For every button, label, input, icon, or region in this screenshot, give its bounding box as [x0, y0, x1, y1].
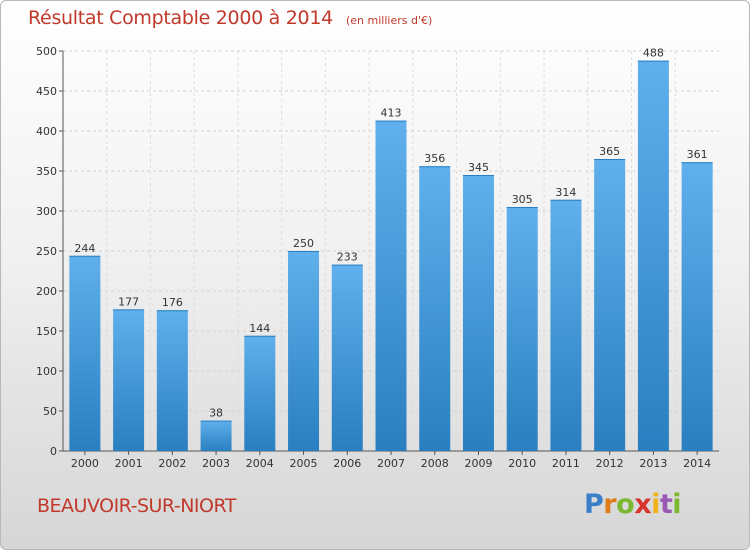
bar [200, 420, 232, 451]
data-label: 413 [381, 107, 402, 120]
x-tick-label: 2009 [464, 457, 492, 470]
logo-letter: i [651, 489, 660, 520]
bar [375, 120, 407, 451]
commune-name: BEAUVOIR-SUR-NIORT [37, 495, 236, 517]
bar [594, 159, 626, 451]
data-label: 244 [74, 242, 95, 255]
bar [113, 309, 145, 451]
data-label: 233 [337, 251, 358, 264]
y-tick-label: 500 [36, 45, 57, 58]
x-tick-label: 2008 [421, 457, 449, 470]
chart-title-unit: (en milliers d'€) [345, 14, 433, 27]
y-tick-label: 300 [36, 205, 57, 218]
data-label: 177 [118, 295, 139, 308]
y-tick-label: 400 [36, 125, 57, 138]
x-tick-label: 2005 [290, 457, 318, 470]
data-label: 345 [468, 161, 489, 174]
x-tick-label: 2001 [115, 457, 143, 470]
bar [156, 310, 188, 451]
data-label: 356 [424, 152, 445, 165]
data-label: 250 [293, 237, 314, 250]
x-tick-label: 2013 [639, 457, 667, 470]
y-tick-label: 450 [36, 85, 57, 98]
bar [506, 207, 538, 451]
data-label: 144 [249, 322, 270, 335]
y-tick-label: 0 [50, 445, 57, 458]
x-tick-label: 2002 [158, 457, 186, 470]
x-tick-label: 2010 [508, 457, 536, 470]
chart-title-main: Résultat Comptable 2000 à 2014 [28, 7, 333, 29]
y-tick-label: 150 [36, 325, 57, 338]
x-tick-label: 2012 [596, 457, 624, 470]
data-label: 365 [599, 145, 620, 158]
bar [288, 251, 320, 451]
x-tick-label: 2006 [333, 457, 361, 470]
data-label: 305 [512, 193, 533, 206]
bar [419, 166, 451, 451]
bar [550, 199, 582, 451]
bars [69, 60, 713, 451]
logo-letter: o [616, 489, 635, 520]
bar [244, 335, 276, 451]
y-tick-label: 50 [43, 405, 57, 418]
data-labels: 244 177 176 38 144 250 233 413 356 345 305 314 365 48… [74, 47, 707, 420]
x-tick-label: 2007 [377, 457, 405, 470]
y-tick-label: 350 [36, 165, 57, 178]
bar [69, 255, 101, 451]
x-tick-label: 2011 [552, 457, 580, 470]
data-label: 361 [687, 148, 708, 161]
bar [331, 264, 363, 451]
proxiti-logo[interactable]: Proxiti [584, 489, 682, 520]
bar [681, 162, 713, 451]
y-tick-label: 250 [36, 245, 57, 258]
axes: 0 50 100 150 200 250 300 350 400 450 500 2000 2001 20… [36, 45, 719, 470]
bar [637, 60, 669, 451]
data-label: 38 [209, 407, 223, 420]
x-tick-label: 2000 [71, 457, 99, 470]
chart-title: Résultat Comptable 2000 à 2014 (en milli… [28, 7, 432, 29]
logo-letter: i [672, 489, 682, 520]
data-label: 176 [162, 296, 183, 309]
logo-letter: t [659, 489, 673, 520]
x-tick-label: 2004 [246, 457, 274, 470]
logo-letter: x [634, 489, 652, 520]
logo-letter: P [584, 489, 604, 520]
data-label: 488 [643, 47, 664, 60]
x-tick-label: 2003 [202, 457, 230, 470]
y-tick-label: 200 [36, 285, 57, 298]
bar [462, 175, 494, 451]
y-tick-label: 100 [36, 365, 57, 378]
data-label: 314 [555, 186, 576, 199]
logo-letter: r [603, 489, 617, 520]
x-tick-label: 2014 [683, 457, 711, 470]
